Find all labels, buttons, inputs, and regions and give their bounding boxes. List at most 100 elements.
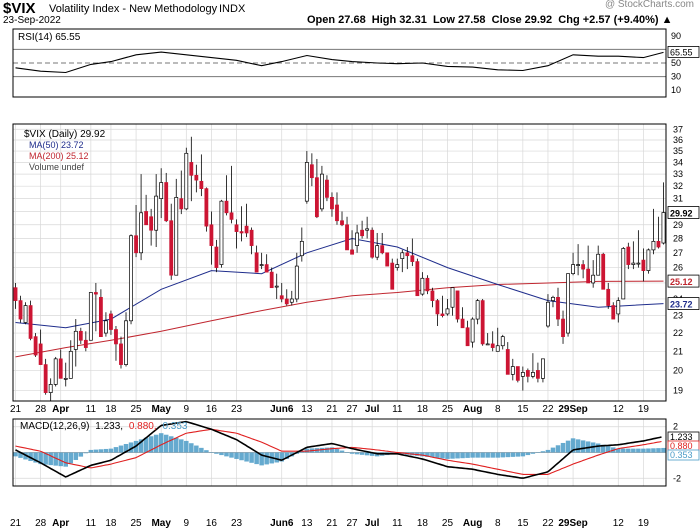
x-tick-label: Apr [52, 404, 69, 415]
macd-histogram-bar [274, 452, 279, 463]
candle-body [450, 287, 455, 308]
price-tick-label: 19 [673, 386, 683, 396]
macd-histogram-bar [299, 451, 305, 453]
x-tick-label-bottom: 8 [495, 518, 501, 529]
candle-body [174, 197, 179, 276]
price-tick-label: 36 [673, 135, 683, 145]
candle-body [420, 277, 425, 295]
candle-body [114, 329, 118, 345]
x-tick-label-bottom: 18 [105, 518, 117, 529]
macd-histogram-bar [500, 452, 506, 458]
candle-body [144, 211, 149, 226]
candle-body [330, 197, 334, 210]
candle-body [169, 220, 174, 276]
candle-body [325, 179, 329, 198]
macd-histogram-bar [194, 445, 199, 453]
macd-line [15, 420, 662, 479]
price-tick-label: 32 [673, 181, 683, 191]
x-tick-label: 25 [442, 404, 454, 415]
macd-panel-frame [12, 418, 667, 487]
candle-body [93, 292, 98, 295]
candle-body [581, 264, 586, 270]
candle-body [586, 268, 591, 284]
macd-histogram-bar [173, 437, 179, 453]
macd-histogram-bar [83, 452, 89, 454]
candle-body [460, 318, 465, 329]
macd-histogram-bar [234, 452, 239, 459]
candle-body [390, 262, 395, 290]
candle-body [83, 339, 88, 348]
candle-body [229, 212, 234, 220]
candle-body [274, 285, 279, 288]
candle-body [23, 305, 28, 323]
macd-histogram-bar [143, 437, 149, 453]
candle-body [591, 274, 596, 284]
macd-histogram-bar [108, 448, 114, 453]
candle-body [254, 252, 259, 273]
candle-body [68, 350, 73, 379]
candle-body [164, 182, 169, 222]
candle-body [616, 300, 621, 315]
candle-body [73, 330, 78, 350]
macd-histogram-bar [465, 452, 470, 458]
price-tick-label: 22 [673, 328, 683, 338]
macd-histogram-bar [334, 448, 340, 453]
macd-histogram-bar [98, 449, 104, 453]
candle-body [259, 264, 264, 266]
macd-histogram-bar [475, 452, 480, 458]
macd-histogram-bar [595, 443, 601, 453]
macd-histogram-bar [460, 452, 465, 459]
macd-histogram-bar [254, 452, 259, 465]
x-tick-label: 19 [638, 404, 650, 415]
macd-histogram-bar [204, 450, 209, 453]
ma200-value-label-box [667, 274, 700, 288]
candle-body [485, 343, 490, 346]
price-legend-symbol: $VIX (Daily) 29.92 [24, 129, 106, 140]
x-tick-label: 11 [392, 404, 403, 415]
x-tick-label-bottom: Jun6 [270, 518, 294, 529]
candle-body [309, 164, 314, 179]
candle-body [234, 224, 239, 232]
candle-body [33, 336, 38, 356]
candle-body [380, 245, 385, 254]
macd-histogram-bar [495, 452, 500, 458]
signal-line [15, 428, 662, 475]
x-tick-label-bottom: 19 [638, 518, 650, 529]
exchange-label: INDX [219, 3, 246, 15]
macd-histogram-bar [53, 452, 58, 466]
candle-body [88, 292, 93, 341]
x-tick-label-bottom: 29Sep [558, 518, 587, 529]
price-legend-volume: Volume undef [29, 162, 85, 172]
macd-histogram-bar [128, 442, 134, 453]
candle-body [13, 287, 18, 301]
candle-body [596, 253, 601, 276]
candle-body [335, 204, 339, 222]
macd-histogram-bar [525, 452, 531, 456]
candle-body [400, 252, 405, 259]
candle-body [154, 195, 159, 231]
macd-histogram-bar [148, 436, 154, 453]
macd-tick-label: -2 [673, 473, 681, 483]
x-tick-label-bottom: 15 [517, 518, 529, 529]
x-tick-label: 25 [131, 404, 143, 415]
x-tick-label: 21 [326, 404, 338, 415]
macd-histogram-bar [329, 447, 335, 453]
macd-histogram-bar [661, 447, 666, 453]
candle-body [58, 358, 63, 379]
candle-body [551, 296, 555, 301]
candle-body [530, 372, 535, 377]
macd-histogram-bar [78, 452, 84, 457]
macd-histogram-bar [480, 452, 485, 458]
macd-histogram-bar [520, 452, 526, 457]
macd-histogram-bar [420, 452, 425, 457]
x-tick-label: 15 [517, 404, 529, 415]
macd-histogram-bar [13, 452, 18, 457]
macd-histogram-bar [440, 452, 445, 459]
x-tick-label-bottom: 9 [184, 518, 190, 529]
macd-histogram-bar [631, 448, 636, 453]
macd-histogram-bar [214, 452, 219, 454]
macd-histogram-bar [168, 436, 174, 453]
candle-body [224, 200, 229, 214]
